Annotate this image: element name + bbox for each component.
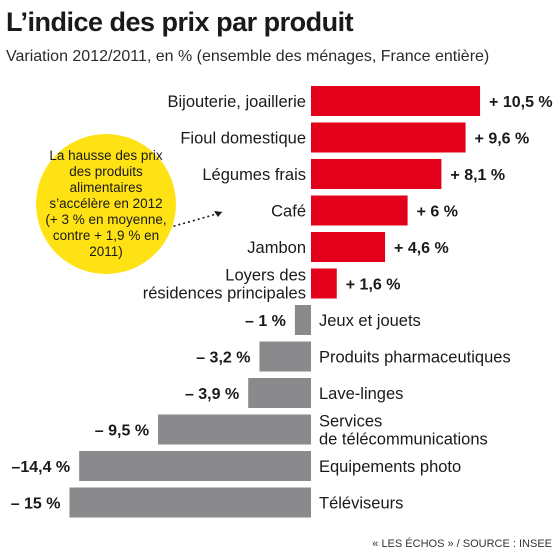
category-label-10: Equipements photo [319,458,461,476]
callout-arrowhead [214,211,222,217]
value-label-7: – 3,2 % [196,350,250,367]
value-label-6: – 1 % [245,313,286,330]
value-label-2: + 8,1 % [450,167,505,184]
category-label-1: Fioul domestique [180,130,306,148]
category-label-7: Produits pharmaceutiques [319,349,511,367]
bar-2 [311,159,442,189]
bar-5 [311,268,337,299]
value-label-8: – 3,9 % [185,386,239,403]
bar-4 [311,232,386,262]
category-label-0: Bijouterie, joaillerie [168,93,307,111]
value-label-5: + 1,6 % [346,277,401,294]
chart-subtitle: Variation 2012/2011, en % (ensemble des … [6,48,490,65]
category-label-9: Services de télécommunications [319,413,488,449]
value-label-0: + 10,5 % [489,94,553,111]
category-label-4: Jambon [247,239,306,257]
value-label-4: + 4,6 % [394,240,449,257]
category-label-2: Légumes frais [202,166,306,184]
bar-8 [248,378,311,408]
chart-title: L’indice des prix par produit [6,7,354,37]
callout-bubble: La hausse des prix des produits alimenta… [36,134,176,274]
bar-11 [69,487,311,518]
category-label-3: Café [271,203,306,221]
bar-9 [158,414,311,445]
value-label-9: – 9,5 % [95,423,149,440]
bar-10 [79,451,311,481]
value-label-10: –14,4 % [11,459,70,476]
bar-0 [311,86,481,116]
bar-1 [311,122,466,153]
callout-text: La hausse des prix des produits alimenta… [45,148,167,259]
value-label-1: + 9,6 % [475,131,530,148]
category-label-8: Lave-linges [319,385,403,403]
value-label-3: + 6 % [417,204,458,221]
category-label-11: Téléviseurs [319,495,403,513]
bar-3 [311,195,408,226]
bar-7 [259,341,311,372]
source-credit: « LES ÉCHOS » / SOURCE : INSEE [372,538,552,550]
bar-6 [294,305,311,335]
category-label-5: Loyers des résidences principales [143,267,306,303]
category-label-6: Jeux et jouets [319,312,421,330]
value-label-11: – 15 % [11,496,61,513]
